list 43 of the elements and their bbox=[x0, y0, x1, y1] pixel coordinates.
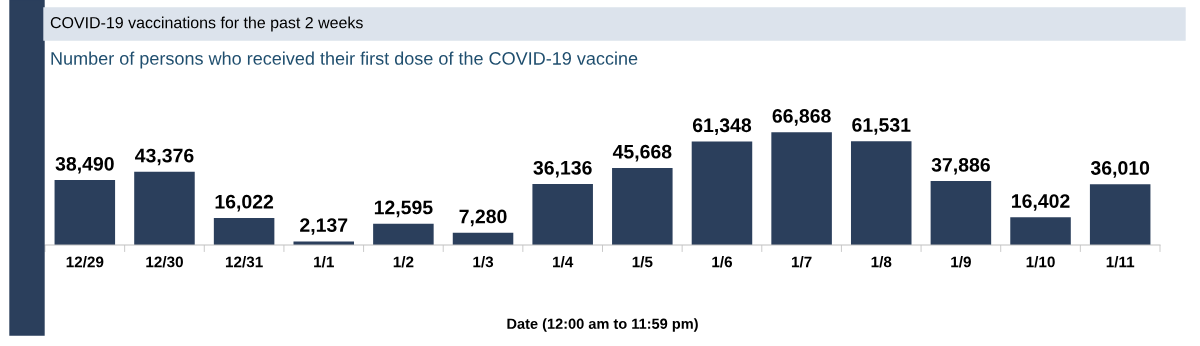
data-label: 61,348 bbox=[692, 118, 752, 135]
x-tick-label: 1/8 bbox=[871, 256, 892, 268]
bar bbox=[930, 181, 992, 245]
x-tick-label: 1/9 bbox=[951, 256, 971, 268]
data-label: 36,136 bbox=[533, 160, 592, 178]
chart-subtitle: Number of persons who received their first dose of the COVID-19 vaccine bbox=[51, 51, 638, 69]
x-tick-label: 1/4 bbox=[553, 256, 574, 268]
bar bbox=[850, 141, 912, 245]
data-label: 36,010 bbox=[1090, 161, 1150, 178]
data-label: 16,022 bbox=[215, 194, 274, 212]
bar bbox=[134, 171, 195, 245]
data-label: 12,595 bbox=[374, 200, 433, 218]
data-label: 7,280 bbox=[459, 209, 507, 227]
x-axis-title: Date (12:00 am to 11:59 pm) bbox=[507, 318, 698, 332]
bar bbox=[54, 180, 116, 245]
bar bbox=[612, 167, 673, 245]
data-label: 66,868 bbox=[772, 109, 831, 126]
data-label: 2,137 bbox=[300, 218, 348, 235]
chart-title: COVID-19 vaccinations for the past 2 weeks bbox=[50, 16, 363, 32]
x-tick-label: 1/5 bbox=[632, 256, 653, 268]
data-label: 37,886 bbox=[931, 157, 990, 175]
data-label: 45,668 bbox=[612, 144, 672, 162]
x-tick-label: 1/6 bbox=[712, 256, 733, 268]
x-tick-label: 12/29 bbox=[66, 256, 104, 268]
bar bbox=[691, 141, 753, 245]
bar bbox=[373, 223, 434, 245]
bar bbox=[213, 217, 275, 245]
data-label: 16,402 bbox=[1012, 194, 1070, 211]
x-tick-label: 12/30 bbox=[146, 256, 183, 268]
x-tick-label: 1/7 bbox=[791, 256, 812, 268]
x-tick-label: 1/10 bbox=[1026, 256, 1055, 268]
bar bbox=[532, 184, 593, 245]
bar bbox=[1010, 217, 1071, 245]
x-tick-label: 1/3 bbox=[473, 256, 494, 268]
data-label: 43,376 bbox=[135, 148, 194, 166]
bar bbox=[771, 132, 832, 245]
x-tick-label: 1/2 bbox=[393, 256, 414, 268]
bar bbox=[1089, 184, 1151, 245]
data-label: 38,490 bbox=[55, 156, 114, 174]
x-tick-label: 12/31 bbox=[225, 256, 263, 268]
data-label: 61,531 bbox=[852, 118, 911, 135]
x-tick-label: 1/11 bbox=[1106, 256, 1135, 268]
x-tick-label: 1/1 bbox=[314, 256, 334, 268]
